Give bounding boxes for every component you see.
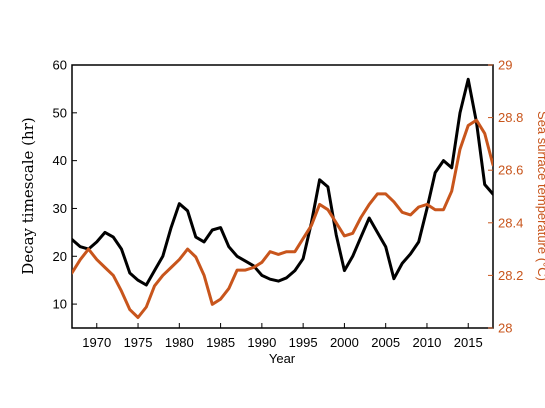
- right-y-axis-title: Sea surface temperature (°C): [535, 111, 545, 281]
- x-tick-label: 1990: [247, 335, 276, 350]
- x-tick-label: 2010: [412, 335, 441, 350]
- x-axis-ticks: 1970 1975 1980 1985 1990 1995 2000 2005 2010 2015: [82, 323, 483, 350]
- left-y-tick-label: 40: [53, 153, 67, 168]
- left-y-tick-label: 30: [53, 201, 67, 216]
- right-y-tick-label: 28: [498, 321, 512, 336]
- x-tick-label: 2015: [454, 335, 483, 350]
- x-tick-label: 1980: [165, 335, 194, 350]
- left-y-axis-title: Decay timescale (hr): [19, 117, 37, 274]
- plot-frame: [71, 64, 494, 329]
- right-y-tick-label: 28.8: [498, 110, 523, 125]
- x-tick-label: 1985: [206, 335, 235, 350]
- right-y-tick-label: 28.6: [498, 163, 523, 178]
- right-y-axis-ticks: 28 28.2 28.4 28.6 28.8 29: [488, 58, 523, 336]
- left-y-tick-label: 20: [53, 249, 67, 264]
- left-y-axis-ticks: 10 20 30 40 50 60: [53, 58, 77, 312]
- right-y-tick-label: 28.4: [498, 215, 523, 230]
- right-y-tick-label: 29: [498, 58, 512, 73]
- left-y-tick-label: 50: [53, 105, 67, 120]
- sea-surface-temperature-line: [72, 118, 493, 319]
- decay-timescale-line: [72, 77, 493, 287]
- right-y-tick-label: 28.2: [498, 268, 523, 283]
- left-y-tick-label: 10: [53, 297, 67, 312]
- left-y-tick-label: 60: [53, 58, 67, 73]
- x-tick-label: 1970: [82, 335, 111, 350]
- series-lines: [72, 77, 493, 319]
- x-tick-label: 2000: [330, 335, 359, 350]
- x-axis-title: Year: [269, 351, 296, 366]
- x-tick-label: 1975: [124, 335, 153, 350]
- x-tick-label: 1995: [289, 335, 318, 350]
- x-tick-label: 2005: [371, 335, 400, 350]
